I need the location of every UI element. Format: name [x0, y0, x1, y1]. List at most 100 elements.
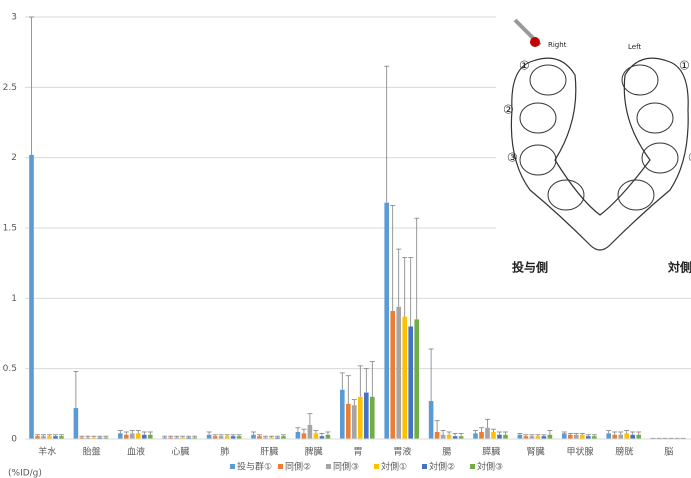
error-bar — [118, 431, 123, 434]
bar — [396, 307, 401, 439]
error-bar — [225, 435, 230, 436]
y-tick-label: 3 — [11, 13, 17, 23]
legend-label: 投与群① — [237, 461, 272, 473]
x-tick-label: 腸 — [442, 447, 451, 458]
bar — [364, 393, 369, 439]
error-bar — [618, 432, 623, 435]
bar — [473, 433, 478, 439]
error-bar — [414, 218, 419, 319]
error-bar — [219, 435, 224, 436]
error-bar — [390, 205, 395, 311]
bar — [606, 433, 611, 439]
error-bar — [313, 431, 318, 434]
error-bar — [281, 435, 286, 436]
bar — [74, 408, 79, 439]
inset-label: 対側 — [667, 260, 691, 275]
error-bar — [523, 435, 528, 436]
bar — [414, 319, 419, 439]
bar — [618, 435, 623, 439]
y-tick-label: 2 — [11, 153, 17, 163]
bar — [340, 390, 345, 439]
error-bar — [103, 436, 108, 437]
bar — [130, 433, 135, 439]
error-bar — [346, 376, 351, 404]
y-tick-label: 1.5 — [3, 224, 17, 234]
inset-number: ③ — [507, 151, 518, 165]
bar — [314, 433, 319, 439]
error-bar — [295, 428, 300, 432]
error-bar — [136, 431, 141, 434]
legend-label: 同側③ — [333, 461, 359, 473]
bar — [352, 405, 357, 439]
x-tick-label: 心臓 — [171, 447, 189, 458]
bar — [630, 435, 635, 439]
bar — [370, 397, 375, 439]
error-bar — [447, 432, 452, 435]
bar — [562, 433, 567, 439]
error-bar — [97, 436, 102, 437]
error-bar — [47, 435, 52, 436]
error-bar — [562, 432, 567, 433]
error-bar — [541, 435, 546, 436]
error-bar — [364, 369, 369, 393]
error-bar — [459, 433, 464, 436]
error-bar — [29, 17, 34, 155]
x-tick-label: 羊水 — [38, 446, 56, 458]
bar — [479, 432, 484, 439]
bar — [384, 203, 389, 439]
x-tick-label: 脾臓 — [305, 446, 323, 458]
error-bar — [257, 435, 262, 436]
y-tick-label: 0.5 — [3, 364, 17, 374]
error-bar — [263, 436, 268, 437]
x-tick-label: 肺 — [220, 447, 229, 458]
legend-swatch — [470, 464, 475, 469]
inset-number: ① — [519, 59, 530, 73]
error-bar — [168, 436, 173, 437]
bar — [447, 435, 452, 439]
error-bar — [535, 435, 540, 436]
legend-swatch — [326, 464, 331, 469]
error-bar — [35, 435, 40, 436]
bar — [636, 435, 641, 439]
bar — [435, 432, 440, 439]
bar — [485, 428, 490, 439]
x-tick-label: 膀胱 — [615, 446, 633, 458]
error-bar — [358, 366, 363, 397]
bar — [302, 433, 307, 439]
bar — [136, 433, 141, 439]
chart: 00.511.522.53羊水胎盤血液心臓肺肝臓脾臓胃胃液腸膵臓腎臓甲状腺膀胱脳… — [0, 0, 691, 478]
error-bar — [130, 431, 135, 434]
bar — [503, 435, 508, 439]
x-tick-label: 胃 — [353, 447, 362, 458]
inset-number: ① — [679, 59, 690, 73]
y-tick-label: 1 — [11, 294, 17, 304]
bar — [124, 435, 129, 439]
x-tick-label: 肝臓 — [260, 447, 278, 458]
error-bar — [91, 436, 96, 437]
error-bar — [319, 433, 324, 436]
bar — [207, 435, 212, 439]
y-tick-label: 2.5 — [3, 83, 17, 93]
error-bar — [624, 431, 629, 434]
bar — [612, 435, 617, 439]
y-tick-label: 0 — [11, 435, 17, 445]
error-bar — [251, 432, 256, 435]
bar — [497, 435, 502, 439]
error-bar — [213, 435, 218, 436]
x-tick-label: 膵臓 — [482, 447, 500, 458]
error-bar — [453, 433, 458, 436]
inset-label: 投与側 — [512, 260, 548, 275]
error-bar — [606, 431, 611, 434]
error-bar — [352, 400, 357, 406]
x-tick-label: 胎盤 — [83, 446, 101, 458]
error-bar — [180, 436, 185, 437]
error-bar — [207, 432, 212, 435]
error-bar — [586, 435, 591, 436]
legend-label: 同側② — [285, 461, 311, 473]
legend-label: 対側③ — [477, 461, 503, 473]
error-bar — [237, 435, 242, 436]
error-bar — [568, 433, 573, 434]
bar — [518, 435, 523, 439]
error-bar — [370, 362, 375, 397]
error-bar — [162, 436, 167, 437]
